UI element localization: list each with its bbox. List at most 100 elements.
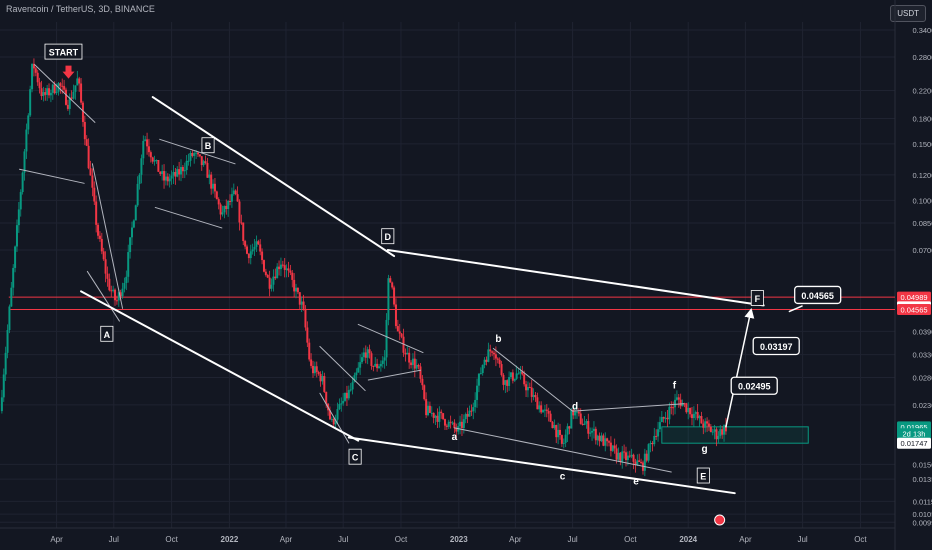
candle <box>159 171 162 176</box>
candle <box>494 346 497 367</box>
candle <box>449 415 452 429</box>
currency-button[interactable]: USDT <box>890 5 926 22</box>
candle-body <box>410 362 413 366</box>
candle-body <box>238 201 241 223</box>
target-value-label: 0.02495 <box>738 382 771 392</box>
candle-body <box>600 435 603 442</box>
candle-body <box>681 403 684 407</box>
candle <box>679 393 682 409</box>
candle <box>447 419 450 429</box>
candle <box>261 248 264 265</box>
candle <box>246 244 249 255</box>
candle <box>474 392 477 413</box>
candle-body <box>151 157 154 162</box>
candle-body <box>298 292 301 305</box>
candle <box>31 63 34 93</box>
candle-body <box>443 419 446 426</box>
price-tag: 0.04565 <box>900 305 927 314</box>
candle-body <box>266 274 269 278</box>
candle-body <box>353 375 356 383</box>
candle <box>653 427 656 447</box>
candle <box>393 285 396 307</box>
x-tick-label: Apr <box>739 535 752 544</box>
candle <box>44 87 47 101</box>
candle-body <box>664 417 667 419</box>
candle <box>615 444 618 464</box>
candle <box>206 157 209 178</box>
wave-label: c <box>560 472 566 483</box>
price-tag-bg <box>897 437 931 449</box>
candle <box>694 410 697 421</box>
candle <box>453 419 456 434</box>
candle-body <box>27 115 30 130</box>
wave-label-box <box>696 467 710 484</box>
wave-label: d <box>572 402 578 413</box>
candle <box>677 393 680 408</box>
candle-body <box>31 63 34 90</box>
candle <box>334 414 337 430</box>
x-tick-label: Oct <box>854 535 867 544</box>
candle <box>176 166 179 178</box>
candle-body <box>278 266 281 270</box>
candle <box>634 458 637 473</box>
candle <box>681 399 684 407</box>
candle <box>332 417 335 429</box>
candle-body <box>670 406 673 408</box>
candle <box>6 324 9 359</box>
candle <box>38 77 41 94</box>
candle-body <box>97 224 100 236</box>
candle-body <box>400 333 403 337</box>
candle-body <box>462 419 465 429</box>
candle <box>385 313 388 366</box>
candle <box>140 154 143 184</box>
candle <box>723 424 726 442</box>
candle <box>504 379 507 393</box>
candle-body <box>632 454 635 462</box>
candle-body <box>25 129 28 152</box>
candle <box>513 378 516 382</box>
candle-body <box>538 405 541 410</box>
candle <box>104 251 107 283</box>
candle <box>445 423 448 430</box>
candle-body <box>645 453 648 461</box>
candle-body <box>606 438 609 442</box>
candle <box>134 204 137 221</box>
candle-body <box>14 246 17 268</box>
candle <box>129 237 132 259</box>
candle-body <box>572 409 575 416</box>
candle <box>74 85 77 100</box>
candle <box>342 393 345 406</box>
candle <box>436 408 439 429</box>
candle-body <box>212 183 215 189</box>
candle-body <box>721 429 724 435</box>
candle <box>421 375 424 390</box>
y-tick-label: 0.02800 <box>912 374 932 383</box>
candle <box>257 239 260 245</box>
candle-body <box>272 276 275 285</box>
candle <box>315 361 318 378</box>
candle-body <box>385 319 388 358</box>
candle-body <box>709 426 712 433</box>
candle <box>355 368 358 381</box>
candle <box>295 283 298 299</box>
candle-body <box>142 140 145 159</box>
candle <box>230 187 233 208</box>
candle-body <box>0 397 3 412</box>
target-value-label: 0.03197 <box>760 342 793 352</box>
candle-body <box>91 175 94 188</box>
candle <box>564 429 567 448</box>
candle <box>585 419 588 429</box>
candle-body <box>619 452 622 462</box>
candle <box>183 162 186 179</box>
candle-body <box>321 376 324 382</box>
candle-body <box>542 410 545 413</box>
candle-body <box>332 418 335 425</box>
candle <box>536 392 539 410</box>
candle <box>127 244 130 283</box>
candle <box>12 264 15 296</box>
candle-body <box>562 442 565 444</box>
candle <box>163 164 166 189</box>
candle-body <box>411 358 414 366</box>
